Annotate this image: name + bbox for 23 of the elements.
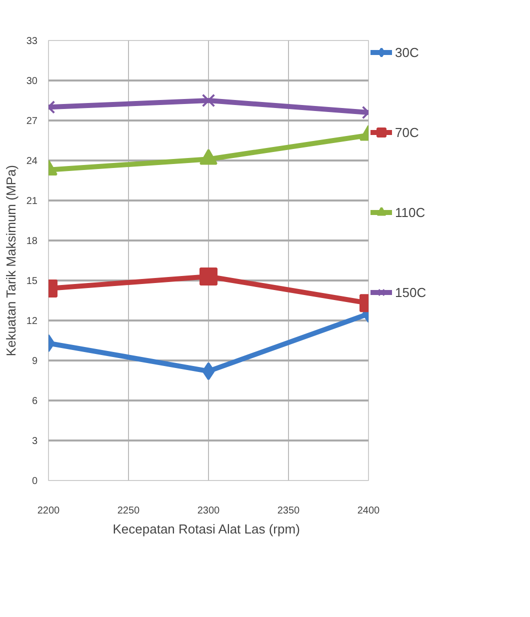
y-tick-label: 12	[26, 316, 38, 327]
y-tick-label: 18	[26, 236, 38, 247]
x-tick-label: 2200	[37, 506, 60, 516]
y-tick-label: 6	[32, 396, 38, 407]
x-tick-label: 2400	[357, 506, 380, 516]
y-axis-title: Kekuatan Tarik Maksimum (MPa)	[3, 165, 18, 356]
y-tick-label: 3	[32, 436, 38, 447]
legend-label: 30C	[395, 44, 420, 60]
x-tick-label: 2350	[277, 506, 300, 516]
x-tick-label: 2250	[117, 506, 140, 516]
y-tick-label: 0	[32, 476, 38, 487]
y-tick-label: 21	[26, 196, 38, 207]
x-axis-title: Kecepatan Rotasi Alat Las (rpm)	[112, 522, 300, 536]
y-tick-label: 24	[26, 156, 38, 167]
y-tick-label: 9	[32, 356, 38, 367]
y-tick-label: 30	[26, 76, 38, 87]
y-tick-label: 15	[26, 276, 38, 287]
legend-label: 110C	[395, 204, 426, 220]
y-tick-label: 33	[26, 36, 38, 47]
legend-label: 70C	[395, 124, 420, 140]
legend-label: 150C	[395, 284, 426, 300]
y-tick-label: 27	[26, 116, 38, 127]
x-tick-label: 2300	[197, 506, 220, 516]
